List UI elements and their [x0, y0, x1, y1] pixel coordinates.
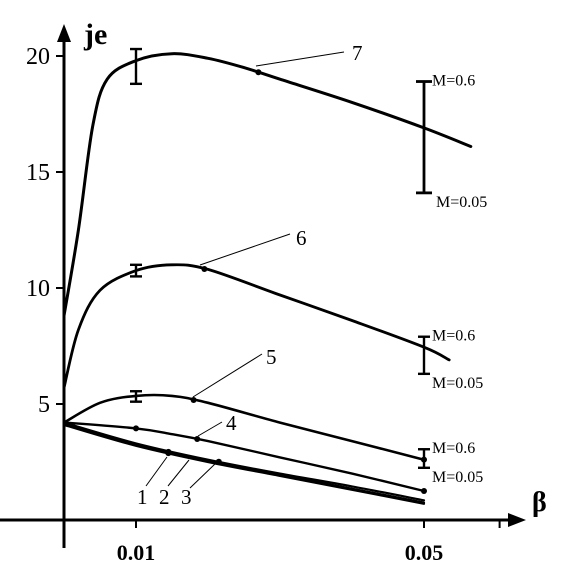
- error-bar-label-top: M=0.6: [432, 440, 475, 457]
- curve-label-5: 5: [266, 345, 277, 369]
- label-leader-4: [197, 421, 223, 437]
- label-leader-3: [189, 462, 217, 489]
- label-leader-2: [167, 459, 190, 487]
- y-axis-label: je: [83, 18, 107, 51]
- label-leader-6: [199, 233, 291, 266]
- y-tick-label: 15: [26, 160, 50, 186]
- label-leader-5: [192, 353, 263, 398]
- curve-7-marker: [255, 69, 262, 76]
- curve-4-marker: [194, 436, 201, 443]
- curve-label-2: 2: [159, 485, 170, 509]
- error-bar-label-top: M=0.6: [432, 73, 475, 90]
- error-bar-label-bottom: M=0.05: [432, 469, 483, 486]
- y-tick-label: 5: [38, 392, 50, 418]
- curve-7: [62, 52, 473, 318]
- curve-label-4: 4: [226, 411, 237, 435]
- error-bars: M=0.6 M=0.05 M=0.6 M=0.05 M=0.6 M=0.05: [130, 47, 487, 486]
- curve-4-marker: [421, 488, 427, 494]
- curve-4: [62, 421, 426, 493]
- x-axis-arrow: [508, 513, 526, 527]
- curve-label-7: 7: [352, 41, 363, 65]
- curve-6: [62, 263, 451, 390]
- y-axis-arrow: [57, 24, 71, 42]
- curve-labels: 7 6 5 4 1 2 3: [137, 41, 363, 509]
- error-bar-label-top: M=0.6: [432, 328, 475, 345]
- curve-4-marker: [133, 425, 139, 432]
- error-bar-label-bottom: M=0.05: [436, 194, 487, 211]
- label-leader-1: [145, 456, 168, 487]
- label-leader-7: [255, 51, 345, 67]
- error-bar-label-bottom: M=0.05: [432, 375, 483, 392]
- curve-label-3: 3: [181, 485, 192, 509]
- curves: [62, 52, 473, 505]
- curve-6-marker: [201, 265, 208, 272]
- x-axis-label: β: [532, 487, 547, 518]
- x-tick-label: 0.01: [117, 540, 156, 565]
- y-tick-label: 10: [26, 276, 50, 302]
- curve-5-marker: [190, 397, 197, 404]
- curve-label-1: 1: [137, 485, 148, 509]
- y-tick-label: 20: [26, 44, 50, 70]
- curve-3-marker: [215, 458, 222, 465]
- curve-label-6: 6: [296, 226, 307, 250]
- x-tick-label: 0.05: [405, 540, 444, 565]
- axes: je β: [0, 18, 547, 548]
- curve-3: [62, 421, 426, 502]
